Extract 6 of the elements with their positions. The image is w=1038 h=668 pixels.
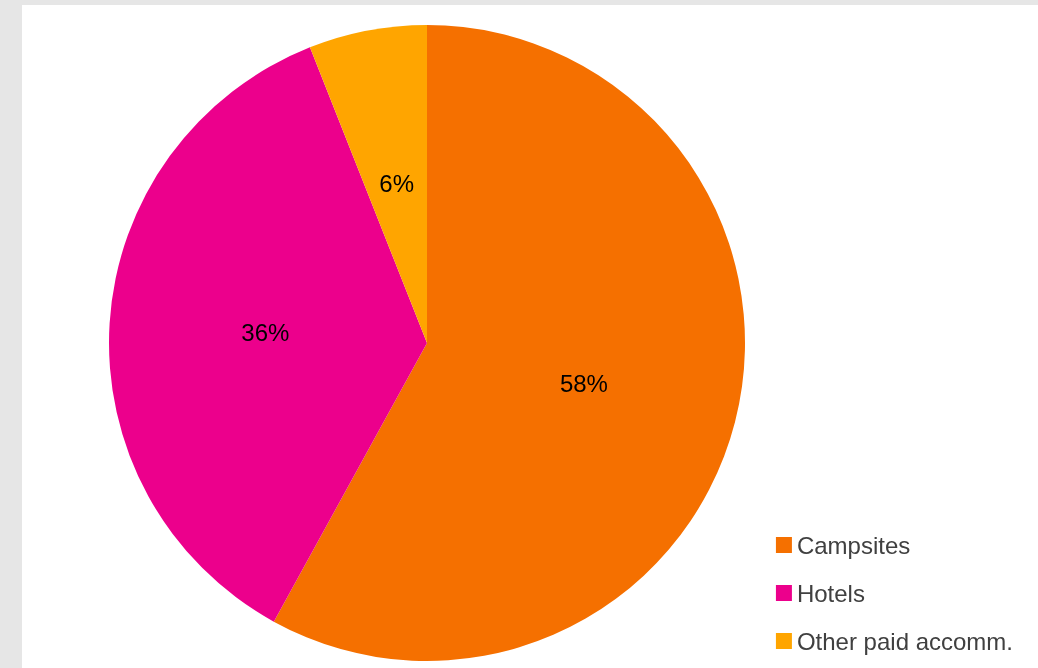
data-label: 6% xyxy=(379,170,414,198)
legend-label: Other paid accomm. xyxy=(796,627,1014,655)
data-label: 36% xyxy=(241,319,290,347)
legend-label: Campsites xyxy=(796,531,911,559)
data-label: 58% xyxy=(559,369,608,397)
legend-label: Hotels xyxy=(796,579,865,607)
